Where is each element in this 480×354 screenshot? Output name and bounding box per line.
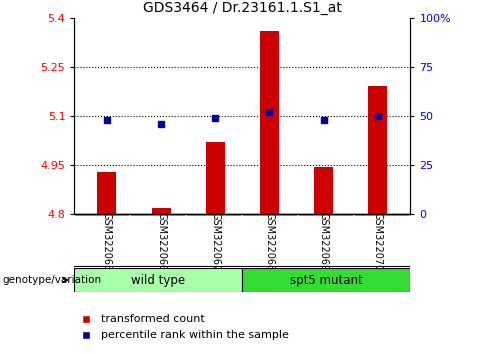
- Bar: [97, 172, 117, 214]
- Bar: [242, 268, 410, 292]
- Text: GSM322069: GSM322069: [319, 212, 329, 272]
- Bar: [314, 167, 333, 214]
- Bar: [260, 31, 279, 214]
- Text: percentile rank within the sample: percentile rank within the sample: [101, 330, 288, 339]
- Bar: [206, 142, 225, 214]
- Text: GSM322065: GSM322065: [102, 212, 112, 272]
- Text: transformed count: transformed count: [101, 314, 204, 324]
- Title: GDS3464 / Dr.23161.1.S1_at: GDS3464 / Dr.23161.1.S1_at: [143, 1, 342, 15]
- Text: GSM322068: GSM322068: [264, 212, 275, 272]
- Bar: [369, 86, 387, 214]
- Text: spt5 mutant: spt5 mutant: [290, 274, 363, 286]
- Text: GSM322070: GSM322070: [373, 212, 383, 272]
- Bar: [74, 268, 242, 292]
- Bar: [152, 207, 170, 214]
- Text: genotype/variation: genotype/variation: [2, 275, 102, 285]
- Text: wild type: wild type: [132, 274, 185, 286]
- Text: GSM322066: GSM322066: [156, 212, 166, 272]
- Text: GSM322067: GSM322067: [210, 212, 220, 272]
